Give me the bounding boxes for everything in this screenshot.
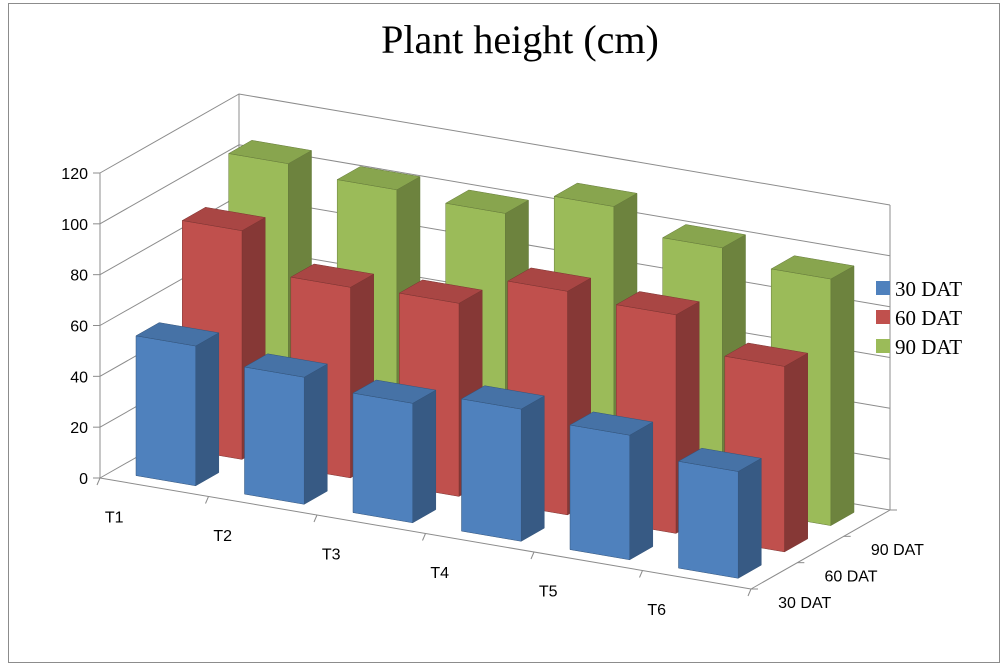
bar-30-dat-t5 (569, 411, 654, 561)
x-tick-label: T2 (213, 528, 232, 545)
chart-title: Plant height (cm) (381, 17, 659, 62)
x-tick-label: T1 (105, 509, 124, 526)
x-tick-label: T4 (430, 565, 449, 582)
y-tick-label: 120 (61, 166, 88, 183)
y-tick-label: 80 (70, 268, 88, 285)
legend-label: 90 DAT (895, 335, 962, 359)
depth-tick-label: 90 DAT (871, 542, 924, 559)
y-tick-label: 40 (70, 369, 88, 386)
x-tick-mark (639, 570, 643, 578)
x-tick-mark (96, 477, 101, 486)
legend-swatch (876, 310, 890, 324)
bar-30-dat-t4 (460, 385, 546, 542)
legend-swatch (876, 339, 890, 353)
bar-30-dat-t6 (677, 447, 763, 579)
x-tick-mark (530, 551, 535, 560)
x-tick-mark (422, 533, 426, 541)
x-tick-label: T6 (647, 602, 666, 619)
depth-tick-label: 30 DAT (778, 595, 831, 612)
x-tick-label: T5 (539, 583, 558, 600)
depth-tick-label: 60 DAT (825, 569, 878, 586)
depth-axis-line (750, 509, 891, 590)
bar-30-dat-t2 (243, 353, 329, 505)
y-tick-label: 60 (70, 319, 88, 336)
y-tick-label: 20 (70, 420, 88, 437)
legend-label: 60 DAT (895, 306, 962, 330)
y-tick-label: 0 (79, 471, 88, 488)
x-tick-mark (313, 514, 318, 523)
x-tick-label: T3 (322, 546, 341, 563)
legend-swatch (876, 281, 890, 295)
x-tick-mark (205, 496, 209, 504)
x-tick-mark (747, 588, 752, 597)
legend-label: 30 DAT (895, 277, 962, 301)
bar-30-dat-t3 (352, 379, 437, 524)
y-tick-label: 100 (61, 217, 88, 234)
bar-30-dat-t1 (135, 322, 220, 487)
